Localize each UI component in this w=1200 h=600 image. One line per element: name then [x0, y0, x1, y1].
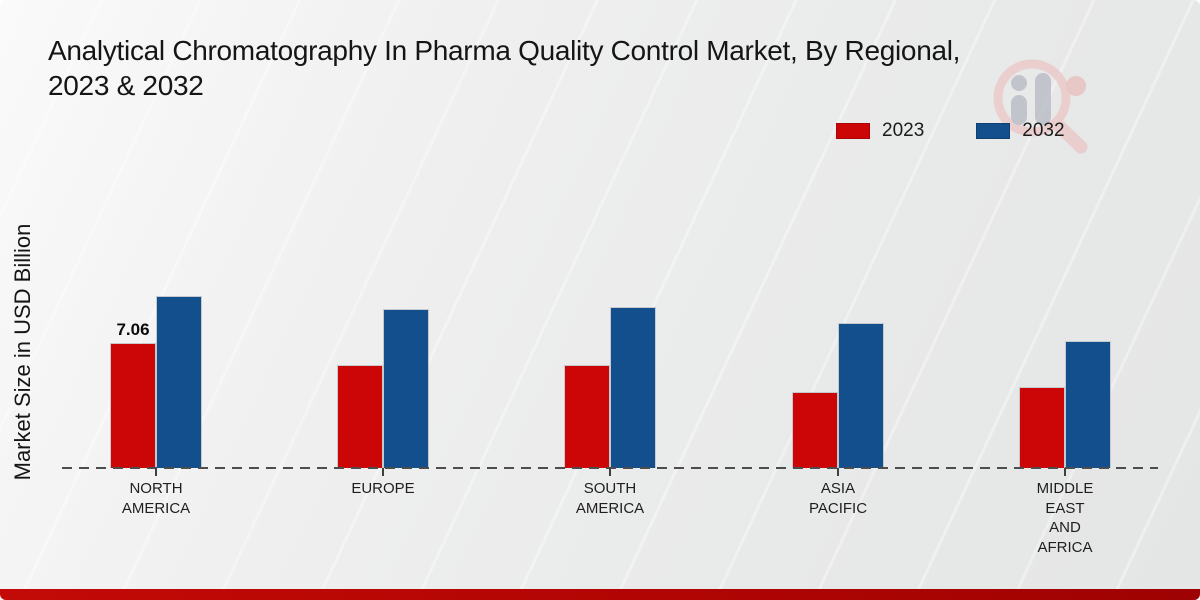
- x-axis-tick: [609, 468, 611, 476]
- x-axis-label-line: AMERICA: [575, 499, 645, 517]
- bottom-red-strip: [0, 589, 1200, 600]
- bar-group-middle-east-and-africa: [1019, 341, 1111, 468]
- legend-label: 2023: [882, 120, 925, 141]
- x-axis-label-line: NORTH: [129, 480, 183, 497]
- x-axis-tick: [1064, 468, 1066, 476]
- legend-swatch-2023: [836, 123, 870, 139]
- legend-item-2023: 2023: [836, 120, 924, 142]
- x-axis-label-line: AMERICA: [121, 499, 191, 517]
- x-axis-label-line: AFRICA: [1037, 538, 1093, 556]
- bar-2023-north-america: [110, 343, 156, 468]
- bar-2032-asia-pacific: [838, 323, 884, 468]
- bar-2023-middle-east-and-africa: [1019, 387, 1065, 468]
- x-axis-tick: [837, 468, 839, 476]
- bar-group-europe: [337, 309, 429, 468]
- chart-title-line-1: Analytical Chromatography In Pharma Qual…: [48, 35, 961, 66]
- bar-2032-middle-east-and-africa: [1065, 341, 1111, 468]
- x-axis-label-line: ASIA: [820, 480, 856, 497]
- x-axis-label-line: EAST: [1045, 499, 1085, 517]
- x-axis-label-north-america: NORTH AMERICA: [86, 479, 226, 518]
- legend-label: 2032: [1022, 120, 1065, 141]
- legend-item-2032: 2032: [976, 120, 1065, 142]
- legend-swatch-2032: [976, 123, 1011, 139]
- x-axis-label-line: AND: [1049, 519, 1081, 536]
- bar-2023-asia-pacific: [792, 392, 838, 468]
- x-axis-tick: [382, 468, 384, 476]
- bar-value-label: 7.06: [116, 320, 150, 339]
- x-axis-label-asia-pacific: ASIA PACIFIC: [768, 479, 908, 518]
- x-axis-label-line: SOUTH: [583, 480, 637, 497]
- bar-group-asia-pacific: [792, 323, 884, 468]
- chart-title: Analytical Chromatography In Pharma Qual…: [48, 33, 960, 103]
- bar-2032-europe: [383, 309, 429, 468]
- bar-2032-south-america: [610, 307, 656, 468]
- chart-title-line-2: 2023 & 2032: [48, 70, 204, 101]
- x-axis-label-middle-east-and-africa: MIDDLE EAST AND AFRICA: [995, 479, 1135, 557]
- x-axis-label-line: MIDDLE: [1036, 480, 1094, 497]
- x-axis-tick: [155, 468, 157, 476]
- legend: 2023 2032: [836, 120, 1065, 142]
- x-axis-label-south-america: SOUTH AMERICA: [540, 479, 680, 518]
- bar-2032-north-america: [156, 296, 202, 468]
- magnifier-bar-chart-logo-watermark: [993, 59, 1088, 154]
- x-axis-label-line: EUROPE: [351, 480, 415, 497]
- bar-group-south-america: [564, 307, 656, 468]
- x-axis-label-line: PACIFIC: [808, 499, 868, 517]
- y-axis-title: Market Size in USD Billion: [10, 223, 35, 481]
- bar-2023-south-america: [564, 365, 610, 468]
- bar-2023-europe: [337, 365, 383, 468]
- x-axis-label-europe: EUROPE: [313, 479, 453, 499]
- bar-group-north-america: [110, 296, 202, 468]
